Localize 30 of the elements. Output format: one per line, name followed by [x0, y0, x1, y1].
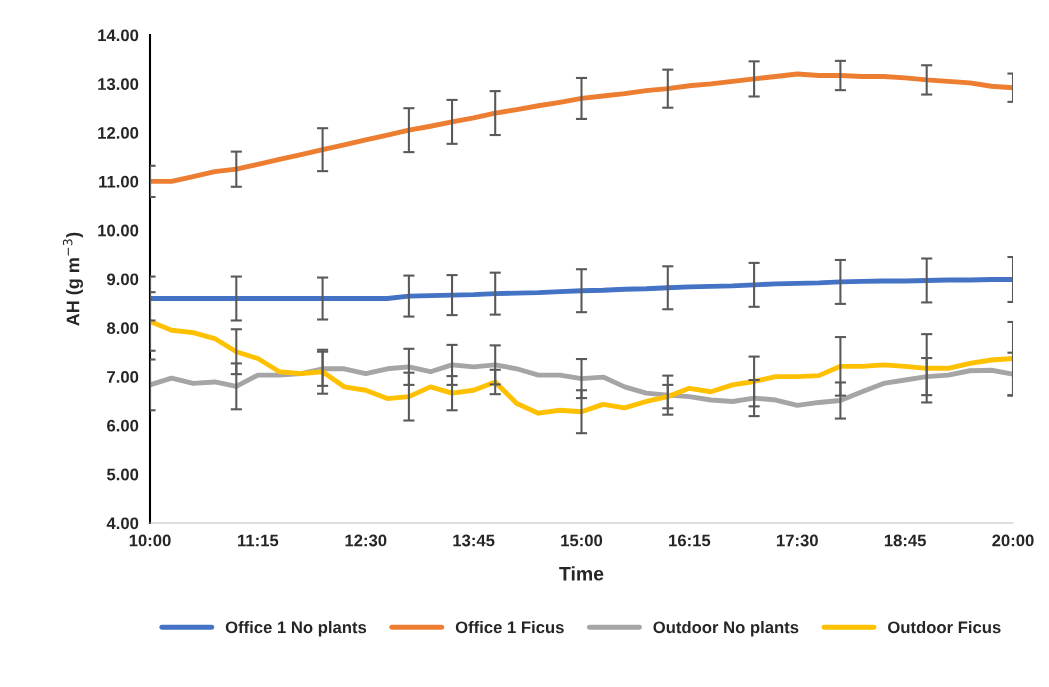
x-tick-label: 17:30: [776, 534, 818, 547]
x-tick-label: 10:00: [129, 534, 171, 547]
x-axis-title: Time: [559, 566, 604, 581]
line-series: [150, 277, 1013, 301]
y-tick-label: 4.00: [106, 517, 139, 530]
y-tick-label: 11.00: [99, 175, 139, 188]
y-tick-label: 6.00: [107, 419, 139, 432]
line-series: [150, 319, 1013, 416]
y-tick-label: 12.00: [98, 127, 139, 139]
line-series: [150, 362, 1013, 408]
line-series: [150, 71, 1013, 184]
legend-label: Office 1 Ficus: [455, 620, 564, 634]
y-tick-label: 13.00: [98, 78, 139, 91]
x-tick-label: 11:15: [238, 534, 279, 547]
y-tick-label: 9.00: [107, 273, 139, 286]
legend-label: Outdoor Ficus: [888, 620, 1001, 634]
y-tick-label: 8.00: [106, 322, 139, 334]
legend-label: Outdoor No plants: [653, 620, 799, 637]
x-tick-label: 16:15: [669, 534, 711, 547]
x-tick-label: 12:30: [345, 534, 387, 547]
x-tick-label: 18:45: [884, 534, 926, 547]
y-tick-label: 7.00: [107, 371, 139, 383]
y-tick-label: 14.00: [98, 29, 139, 42]
x-tick-label: 13:45: [453, 534, 495, 547]
legend-label: Office 1 No plants: [225, 620, 367, 637]
y-tick-label: 5.00: [106, 468, 139, 481]
y-tick-label: 10.00: [98, 224, 139, 237]
x-tick-label: 15:00: [561, 534, 603, 547]
x-tick-label: 20:00: [992, 534, 1034, 547]
y-axis-title: AH (g m$^{−3}$): [62, 232, 84, 326]
